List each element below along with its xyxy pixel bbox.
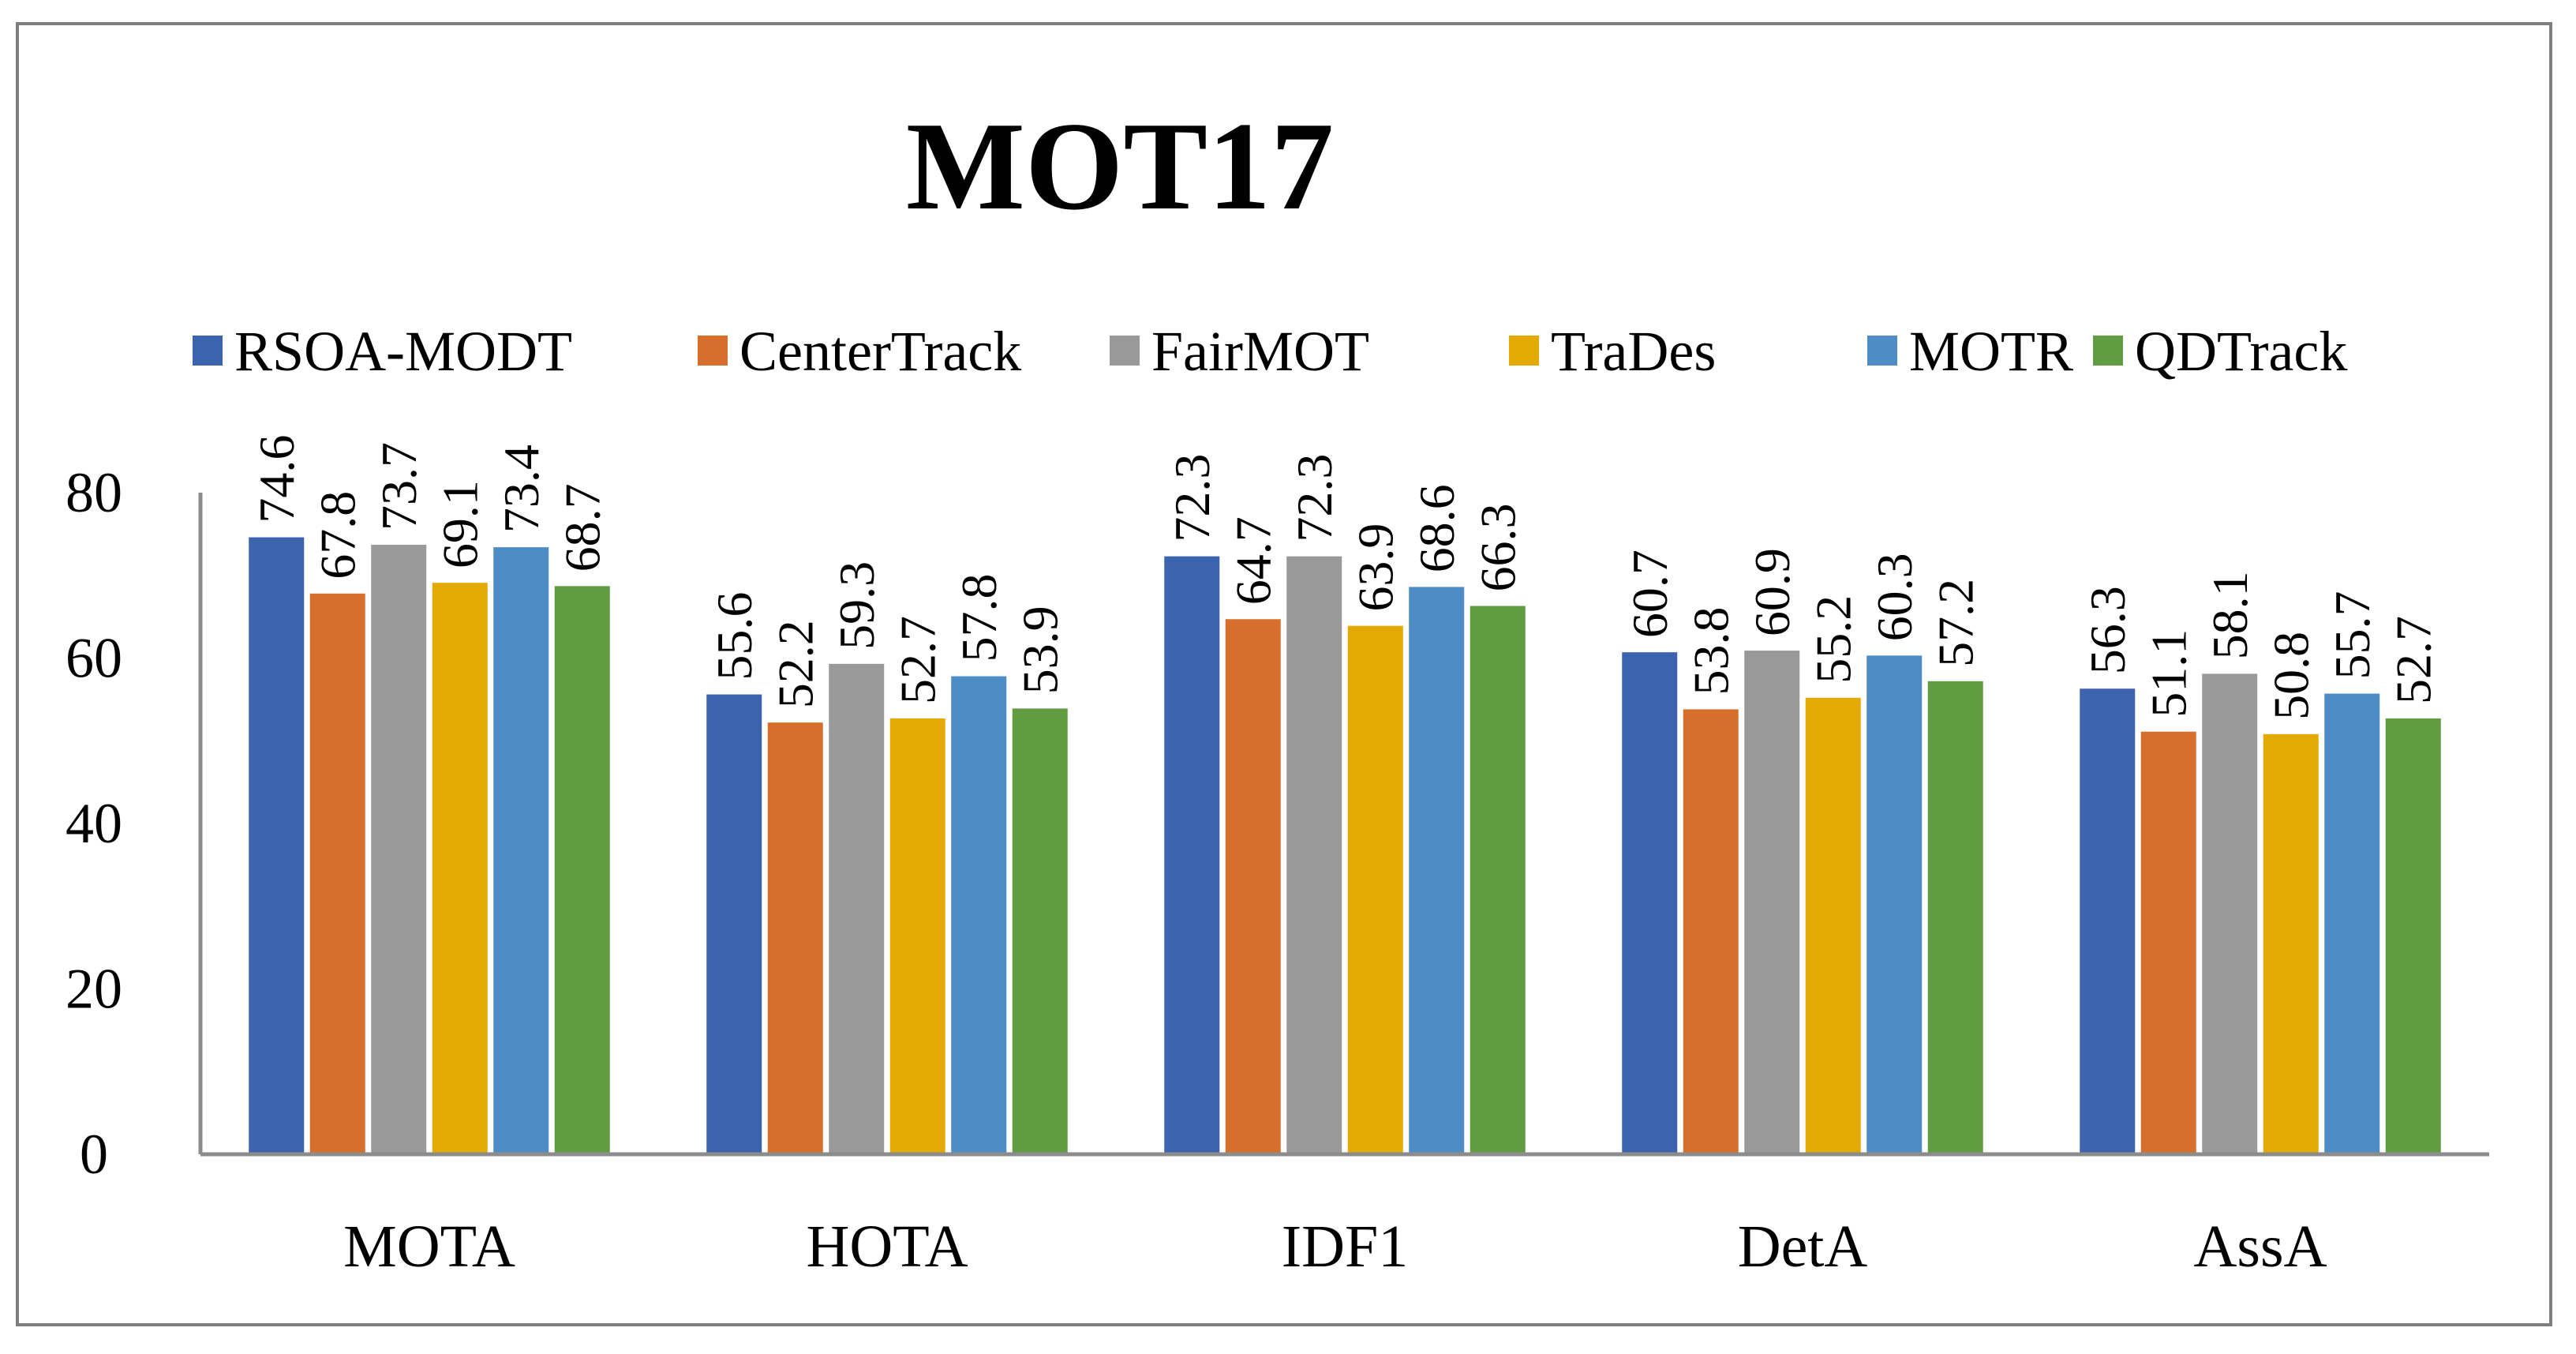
- legend-swatch-qdtrack: [2093, 336, 2123, 366]
- bar-motr-assa: [2324, 693, 2380, 1154]
- bar-rsoa-modt-hota: [706, 694, 762, 1154]
- bar-trades-mota: [432, 583, 488, 1154]
- bar-motr-mota: [493, 547, 549, 1154]
- bar-trades-assa: [2263, 733, 2319, 1154]
- data-label-motr-assa: 55.7: [2324, 591, 2380, 680]
- data-label-qdtrack-mota: 68.7: [555, 483, 611, 572]
- x-tick-label-idf1: IDF1: [1282, 1213, 1408, 1280]
- y-tick-label-20: 20: [66, 958, 122, 1021]
- data-label-trades-deta: 55.2: [1806, 595, 1862, 684]
- legend-label-fairmot: FairMOT: [1151, 320, 1369, 383]
- x-tick-label-mota: MOTA: [343, 1213, 515, 1280]
- data-label-centertrack-idf1: 64.7: [1226, 516, 1282, 605]
- data-labels-group: 74.667.873.7 69.1 73.4 68.755.6 52.259.352.7…: [249, 435, 2442, 720]
- bar-rsoa-modt-deta: [1622, 652, 1678, 1154]
- x-tick-label-deta: DetA: [1738, 1213, 1868, 1280]
- bar-fairmot-mota: [371, 544, 427, 1154]
- legend: RSOA-MODT CenterTrack FairMOT TraDes MOTR QDT…: [193, 320, 2347, 383]
- bar-rsoa-modt-mota: [249, 537, 305, 1154]
- y-tick-label-40: 40: [66, 792, 122, 855]
- data-label-motr-deta: 60.3: [1866, 553, 1923, 641]
- data-label-trades-idf1: 63.9: [1348, 523, 1404, 612]
- data-label-qdtrack-deta: 57.2: [1928, 579, 1984, 667]
- legend-swatch-centertrack: [698, 336, 728, 366]
- data-label-rsoa-modt-deta: 60.7: [1622, 549, 1678, 638]
- data-label-trades-hota: 52.7: [890, 616, 946, 704]
- bar-fairmot-hota: [829, 663, 885, 1154]
- bar-centertrack-mota: [309, 593, 365, 1154]
- data-label-motr-mota: 73.4: [493, 444, 549, 533]
- data-label-fairmot-hota: 59.3: [829, 561, 885, 650]
- legend-swatch-motr: [1867, 336, 1897, 366]
- data-label-fairmot-assa: 58.1: [2202, 571, 2258, 659]
- legend-swatch-rsoa-modt: [193, 336, 223, 366]
- bar-motr-hota: [951, 676, 1007, 1154]
- data-label-qdtrack-idf1: 66.3: [1470, 504, 1526, 592]
- data-label-centertrack-hota: 52.2: [768, 620, 824, 708]
- y-tick-label-80: 80: [66, 461, 122, 524]
- bar-rsoa-modt-idf1: [1164, 556, 1220, 1154]
- bar-fairmot-deta: [1744, 651, 1800, 1154]
- data-label-trades-assa: 50.8: [2263, 632, 2320, 720]
- data-label-qdtrack-hota: 53.9: [1013, 606, 1069, 694]
- bar-motr-deta: [1866, 655, 1923, 1154]
- y-tick-label-60: 60: [66, 627, 122, 690]
- data-label-centertrack-deta: 53.8: [1683, 606, 1739, 695]
- bar-trades-deta: [1805, 697, 1861, 1154]
- legend-label-motr: MOTR: [1909, 320, 2073, 383]
- data-label-rsoa-modt-mota: 74.6: [249, 435, 305, 523]
- bars-group: [249, 537, 2441, 1154]
- bar-trades-hota: [889, 718, 945, 1154]
- bar-rsoa-modt-assa: [2080, 688, 2136, 1154]
- chart-svg: MOT17 RSOA-MODT CenterTrack FairMOT TraDes M…: [66, 96, 2489, 1280]
- data-label-rsoa-modt-assa: 56.3: [2080, 586, 2136, 674]
- legend-swatch-fairmot: [1110, 336, 1140, 366]
- bar-centertrack-assa: [2140, 731, 2196, 1154]
- y-tick-label-0: 0: [80, 1123, 108, 1186]
- bar-qdtrack-mota: [554, 586, 610, 1154]
- legend-label-centertrack: CenterTrack: [739, 320, 1021, 383]
- chart-title: MOT17: [906, 96, 1334, 236]
- bar-centertrack-hota: [767, 722, 823, 1154]
- data-label-motr-hota: 57.8: [951, 574, 1007, 662]
- legend-swatch-trades: [1509, 336, 1539, 366]
- data-label-centertrack-mota: 67.8: [310, 491, 366, 579]
- data-label-qdtrack-assa: 52.7: [2386, 616, 2442, 704]
- bar-qdtrack-hota: [1012, 708, 1068, 1154]
- chart-frame: MOT17 RSOA-MODT CenterTrack FairMOT TraDes M…: [16, 22, 2552, 1326]
- data-label-motr-idf1: 68.6: [1409, 484, 1465, 572]
- data-label-trades-mota: 69.1: [432, 480, 489, 568]
- legend-label-qdtrack: QDTrack: [2135, 320, 2347, 383]
- legend-label-trades: TraDes: [1551, 320, 1716, 383]
- data-label-fairmot-idf1: 72.3: [1286, 454, 1342, 542]
- bar-centertrack-deta: [1683, 709, 1739, 1154]
- bar-trades-idf1: [1347, 625, 1403, 1154]
- legend-label-rsoa-modt: RSOA-MODT: [234, 320, 572, 383]
- bar-qdtrack-idf1: [1470, 606, 1526, 1154]
- x-tick-label-assa: AssA: [2194, 1213, 2327, 1280]
- bar-motr-idf1: [1409, 587, 1465, 1154]
- bar-centertrack-idf1: [1225, 619, 1281, 1154]
- data-label-centertrack-assa: 51.1: [2141, 629, 2197, 718]
- bar-fairmot-idf1: [1286, 556, 1342, 1154]
- bar-fairmot-assa: [2202, 673, 2258, 1154]
- data-label-fairmot-deta: 60.9: [1744, 548, 1800, 636]
- axes-group: MOTA HOTA IDF1 DetA AssA 0 20 40 60 80: [66, 461, 2489, 1280]
- data-label-fairmot-mota: 73.7: [371, 442, 427, 531]
- bar-qdtrack-deta: [1927, 681, 1983, 1154]
- x-tick-label-hota: HOTA: [807, 1213, 968, 1280]
- data-label-rsoa-modt-hota: 55.6: [706, 592, 762, 681]
- data-label-rsoa-modt-idf1: 72.3: [1164, 454, 1220, 542]
- bar-qdtrack-assa: [2385, 718, 2441, 1154]
